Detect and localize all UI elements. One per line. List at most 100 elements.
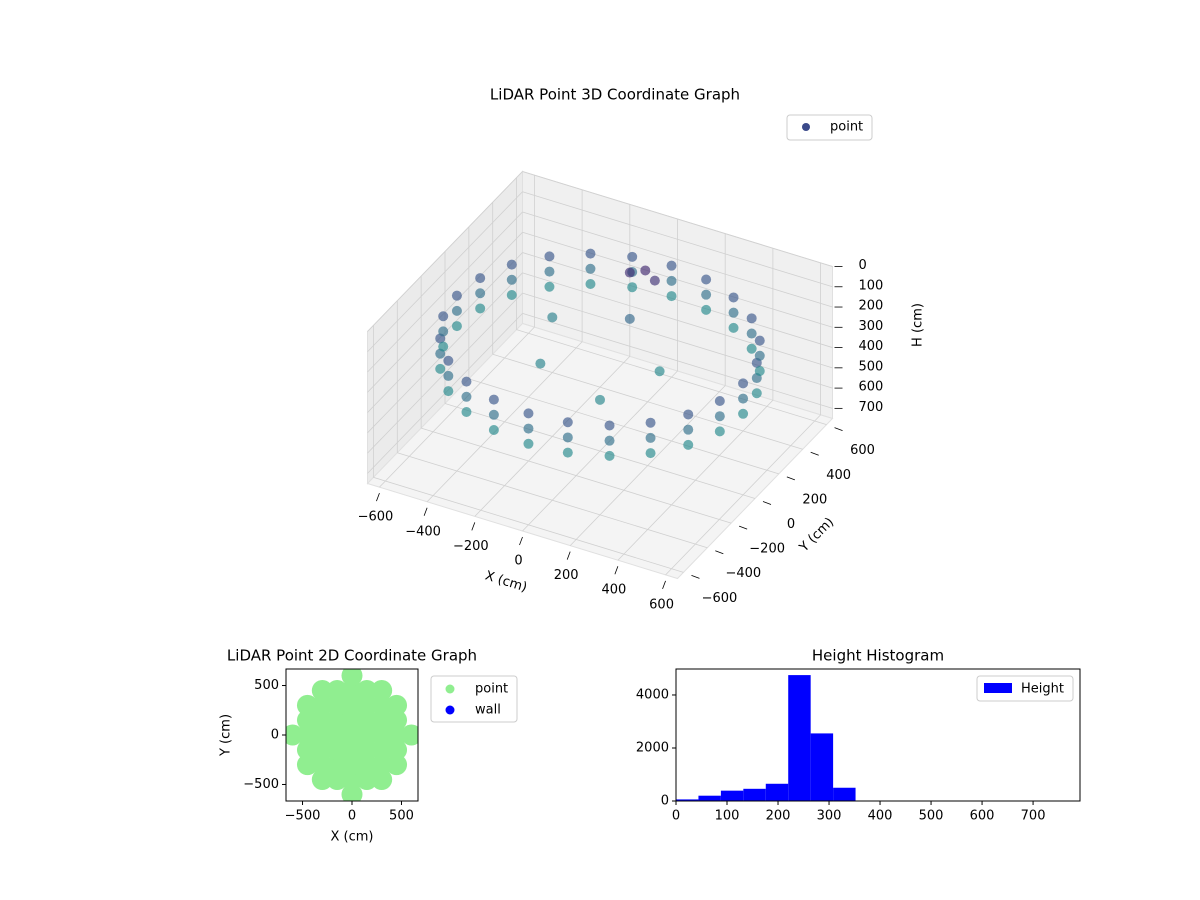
y-tick-label: 200	[802, 492, 827, 507]
point	[701, 274, 712, 285]
x-tick-label: −200	[453, 539, 489, 554]
point	[443, 386, 454, 397]
point	[451, 290, 462, 301]
point	[296, 754, 318, 776]
point	[296, 724, 318, 746]
x-tick-label: 400	[601, 583, 626, 598]
point	[547, 312, 558, 323]
x-tick-label: 0	[348, 809, 356, 824]
point	[311, 739, 333, 761]
point	[640, 265, 651, 276]
point	[666, 275, 677, 286]
grid-line	[367, 211, 523, 373]
z-tick-label: 500	[859, 359, 884, 374]
chart-title: LiDAR Point 3D Coordinate Graph	[490, 86, 740, 104]
legend-box	[430, 675, 518, 723]
point	[371, 754, 393, 776]
point	[666, 291, 677, 302]
z-tick-label: 300	[859, 319, 884, 334]
grid-line	[522, 272, 833, 369]
grid-line	[522, 191, 833, 288]
point	[443, 370, 454, 381]
point	[627, 282, 638, 293]
grid-line	[367, 171, 523, 332]
point	[523, 423, 534, 434]
point	[754, 366, 765, 377]
point	[311, 754, 333, 776]
point	[326, 754, 348, 776]
grid-line	[522, 312, 833, 409]
point	[341, 769, 363, 791]
point	[371, 694, 393, 716]
point	[645, 448, 656, 459]
x-tick-label: 500	[389, 809, 414, 824]
tick-mark	[423, 507, 428, 516]
point	[604, 420, 615, 431]
point	[488, 394, 499, 405]
point	[311, 769, 333, 791]
point	[627, 251, 638, 262]
x-tick-label: 100	[715, 809, 740, 824]
grid-line	[421, 427, 732, 524]
chart-histogram: Height 0 100 200 300 400 500 600 700 0 2000 4000 Hei…	[636, 647, 1081, 824]
point	[311, 724, 333, 746]
y-tick-label: 0	[787, 517, 795, 532]
point	[585, 279, 596, 290]
bar	[765, 783, 789, 801]
point	[544, 251, 555, 262]
bar	[720, 790, 744, 801]
legend-label: wall	[475, 703, 501, 718]
tick-mark	[662, 580, 666, 589]
x-tick-label: 200	[554, 568, 579, 583]
grid-line	[468, 378, 779, 475]
point	[296, 739, 318, 761]
point	[311, 709, 333, 731]
legend-label: Height	[1021, 682, 1064, 697]
point	[451, 305, 462, 316]
point	[544, 266, 555, 277]
axes-frame	[675, 668, 1081, 802]
grid-line	[373, 476, 684, 573]
point	[386, 739, 408, 761]
point	[461, 407, 472, 418]
point	[326, 694, 348, 716]
x-tick-label: −500	[285, 809, 321, 824]
x-tick-label: 500	[919, 809, 944, 824]
z-tick-label: 100	[859, 278, 884, 293]
bar	[743, 788, 766, 801]
point	[356, 739, 378, 761]
x-tick-label: 200	[766, 809, 791, 824]
point	[475, 288, 486, 299]
x-axis-label: X (cm)	[331, 830, 374, 845]
point	[523, 438, 534, 449]
point	[341, 669, 363, 687]
point	[746, 313, 757, 324]
point	[604, 435, 615, 446]
x-tick-label: −600	[358, 510, 394, 525]
grid-line	[492, 353, 803, 450]
legend-box	[976, 675, 1074, 702]
point	[341, 739, 363, 761]
point	[535, 358, 546, 369]
point	[461, 376, 472, 387]
point	[701, 289, 712, 300]
point	[341, 724, 363, 746]
point	[356, 709, 378, 731]
tick-mark	[762, 501, 772, 505]
bar	[698, 795, 721, 801]
point	[443, 355, 454, 366]
tick-mark	[376, 493, 380, 502]
x-tick-label: 400	[868, 809, 893, 824]
point	[356, 754, 378, 776]
tick-mark	[691, 574, 700, 579]
point	[701, 304, 712, 315]
y-tick-label: −600	[702, 591, 738, 606]
bar	[810, 733, 834, 801]
point	[311, 679, 333, 701]
point	[624, 267, 635, 278]
grid-line	[397, 452, 708, 549]
point	[341, 694, 363, 716]
point	[714, 426, 725, 437]
